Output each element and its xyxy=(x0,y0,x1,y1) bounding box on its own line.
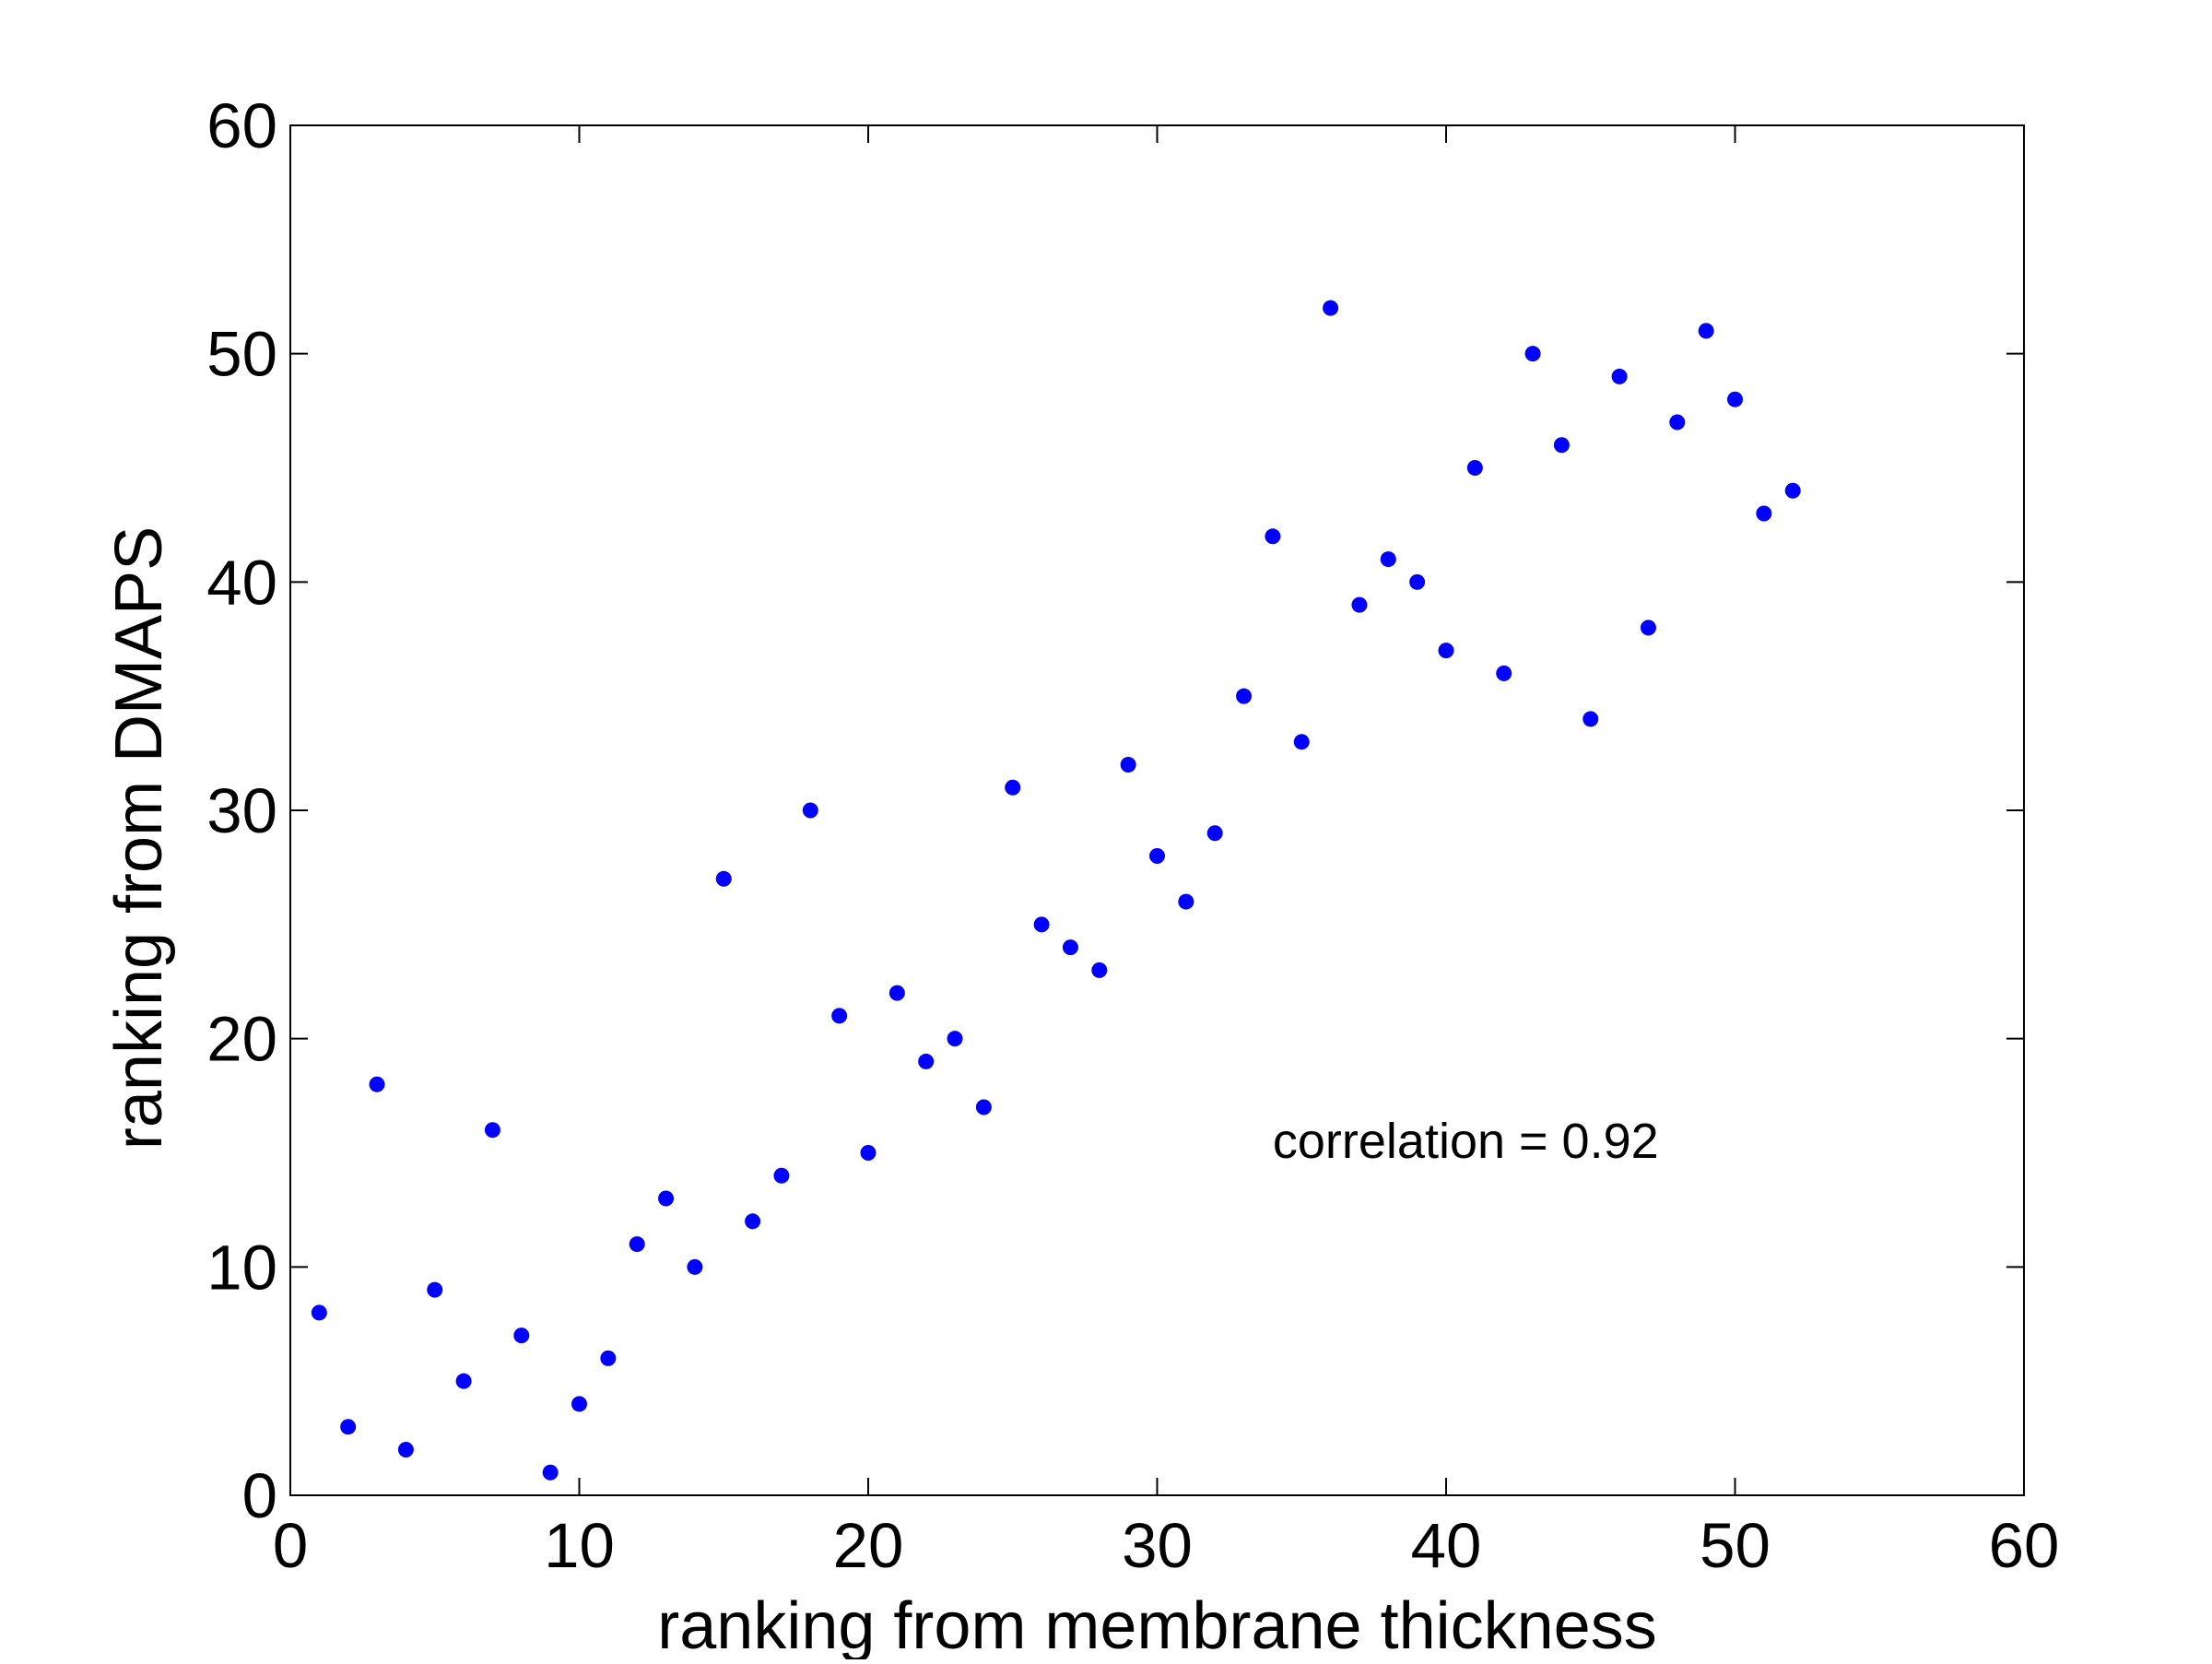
data-point xyxy=(1756,505,1772,522)
data-point xyxy=(1033,916,1050,933)
data-point xyxy=(513,1328,530,1344)
y-tick-label: 30 xyxy=(206,775,277,846)
data-point xyxy=(745,1213,761,1230)
data-point xyxy=(1698,323,1714,339)
plot-area xyxy=(289,124,2025,1496)
y-tick-label: 60 xyxy=(206,90,277,161)
data-point xyxy=(1091,962,1108,978)
data-point xyxy=(918,1053,935,1069)
x-tick-label: 50 xyxy=(1700,1510,1771,1581)
data-point xyxy=(888,985,905,1001)
data-point xyxy=(947,1031,963,1047)
data-point xyxy=(629,1236,645,1253)
data-point xyxy=(687,1258,703,1275)
data-points xyxy=(311,300,1801,1481)
x-tick-label: 0 xyxy=(273,1510,308,1581)
y-tick-labels: 0 10 20 30 40 50 60 xyxy=(206,90,277,1531)
data-point xyxy=(1265,528,1281,545)
data-point xyxy=(1553,437,1570,454)
data-point xyxy=(1236,688,1253,704)
data-point xyxy=(1120,756,1136,773)
data-point xyxy=(369,1076,385,1092)
data-point xyxy=(1727,391,1743,407)
data-point xyxy=(1351,596,1368,613)
x-tick-label: 30 xyxy=(1122,1510,1193,1581)
correlation-annotation: correlation = 0.92 xyxy=(1273,1114,1659,1169)
data-point xyxy=(1496,665,1512,681)
x-tick-label: 40 xyxy=(1411,1510,1482,1581)
data-point xyxy=(1293,734,1310,750)
data-point xyxy=(1062,939,1078,956)
x-tick-label: 60 xyxy=(1989,1510,2060,1581)
data-point xyxy=(1178,893,1194,910)
data-point xyxy=(600,1350,617,1366)
data-point xyxy=(831,1008,848,1024)
data-point xyxy=(1611,368,1628,384)
data-point xyxy=(715,870,732,887)
data-point xyxy=(484,1122,500,1139)
data-point xyxy=(1640,620,1656,636)
x-axis-title: ranking from membrane thickness xyxy=(657,1589,1656,1659)
y-tick-label: 0 xyxy=(242,1460,277,1531)
data-point xyxy=(542,1464,559,1481)
data-point xyxy=(1784,482,1801,499)
data-point xyxy=(1380,551,1396,568)
data-point xyxy=(773,1167,790,1184)
data-point xyxy=(802,802,818,819)
y-tick-label: 20 xyxy=(206,1004,277,1075)
data-point xyxy=(1669,414,1686,431)
data-point xyxy=(571,1396,587,1412)
data-point xyxy=(658,1190,675,1207)
x-tick-label: 20 xyxy=(833,1510,904,1581)
data-point xyxy=(1149,848,1165,865)
data-point xyxy=(455,1373,472,1389)
data-point xyxy=(311,1304,327,1321)
y-tick-label: 10 xyxy=(206,1232,277,1303)
data-point xyxy=(1524,346,1541,362)
y-tick-label: 40 xyxy=(206,547,277,618)
data-point xyxy=(1206,825,1223,842)
data-point xyxy=(1438,643,1454,659)
data-point xyxy=(340,1419,357,1435)
x-tick-label: 10 xyxy=(544,1510,615,1581)
x-tick-labels: 0 10 20 30 40 50 60 xyxy=(273,1510,2060,1581)
data-point xyxy=(427,1281,443,1298)
y-axis-title: ranking from DMAPS xyxy=(102,526,176,1150)
data-point xyxy=(1466,460,1483,476)
data-point xyxy=(1409,573,1426,590)
data-point xyxy=(1323,300,1339,316)
data-point xyxy=(1005,779,1021,796)
data-point xyxy=(397,1441,414,1457)
data-point xyxy=(1583,711,1599,727)
data-point xyxy=(975,1099,992,1115)
y-tick-label: 50 xyxy=(206,319,277,390)
data-point xyxy=(860,1145,877,1161)
axis-ticks xyxy=(289,124,2025,1496)
